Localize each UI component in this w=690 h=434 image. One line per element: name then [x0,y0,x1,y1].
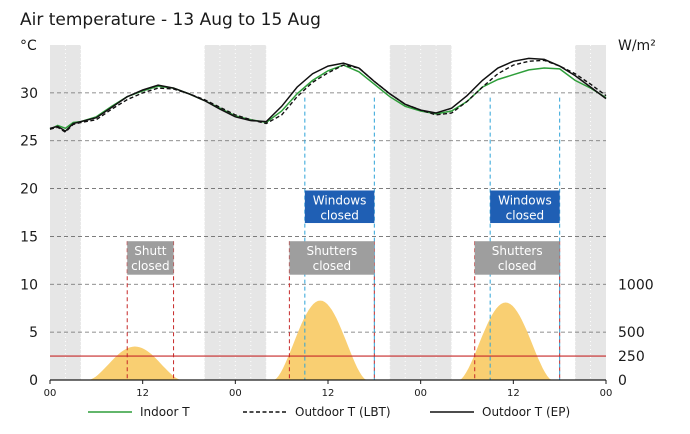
y-tick-label: 30 [20,86,38,102]
shutters-box-text-2-1: closed [498,259,537,273]
series-line-outdoor-t-ep [49,57,607,133]
y-right-tick-label: 0 [618,373,627,389]
y-right-tick-label: 1000 [618,277,654,293]
y-axis-label-left: °C [20,38,37,54]
shutters-box-2 [474,241,560,275]
night-band-1 [204,45,267,380]
series-line-outdoor-t-lbt [49,59,607,133]
y-tick-label: 0 [29,373,38,389]
y-tick-label: 25 [20,134,38,150]
night-band-3 [575,45,606,380]
y-tick-label: 5 [29,325,38,341]
x-tick-label: 00 [44,388,57,399]
x-tick-label: 12 [136,388,149,399]
x-tick-label: 12 [322,388,335,399]
y-right-tick-label: 250 [618,349,645,365]
y-tick-label: 15 [20,229,38,245]
x-tick-label: 00 [414,388,427,399]
shutters-box-text-0-0: Shutt [134,244,167,258]
shutters-box-text-2-0: Shutters [492,244,543,258]
x-tick-label: 00 [600,388,613,399]
windows-box-3 [304,190,375,224]
shutters-box-text-1-1: closed [313,259,352,273]
legend-label-0: Indoor T [140,405,190,419]
solar-area-day-2 [273,300,367,380]
legend-label-2: Outdoor T (EP) [482,405,570,419]
shutters-box-0 [127,241,174,275]
shutters-box-text-0-1: closed [131,259,170,273]
legend-label-1: Outdoor T (LBT) [295,405,391,419]
solar-area-day-3 [459,302,552,380]
solar-area-day-1 [88,346,182,380]
windows-box-text-4-1: closed [506,208,545,222]
legend: Indoor T Outdoor T (LBT) Outdoor T (EP) [88,405,570,419]
temperature-series [49,57,607,133]
solar-irradiance-areas [88,300,552,380]
windows-box-text-4-0: Windows [498,193,552,207]
annotation-boxes: ShuttclosedShuttersclosedShuttersclosedW… [127,190,560,275]
y-tick-label: 10 [20,277,38,293]
night-band-0 [50,45,81,380]
x-tick-label: 00 [229,388,242,399]
shutters-box-text-1-0: Shutters [306,244,357,258]
y-ticks-right: 0 250 500 1000 [618,277,654,389]
y-ticks-left: 0 5 10 15 20 25 30 [20,86,38,389]
windows-box-text-3-0: Windows [313,193,367,207]
y-tick-label: 20 [20,182,38,198]
x-tick-label: 12 [507,388,520,399]
shutters-box-1 [289,241,375,275]
windows-box-text-3-1: closed [320,208,359,222]
windows-box-4 [490,190,560,224]
chart-title: Air temperature - 13 Aug to 15 Aug [20,10,321,30]
y-axis-label-right: W/m² [618,38,656,54]
x-ticks: 00 12 00 12 00 12 00 [44,380,613,399]
y-right-tick-label: 500 [618,325,645,341]
